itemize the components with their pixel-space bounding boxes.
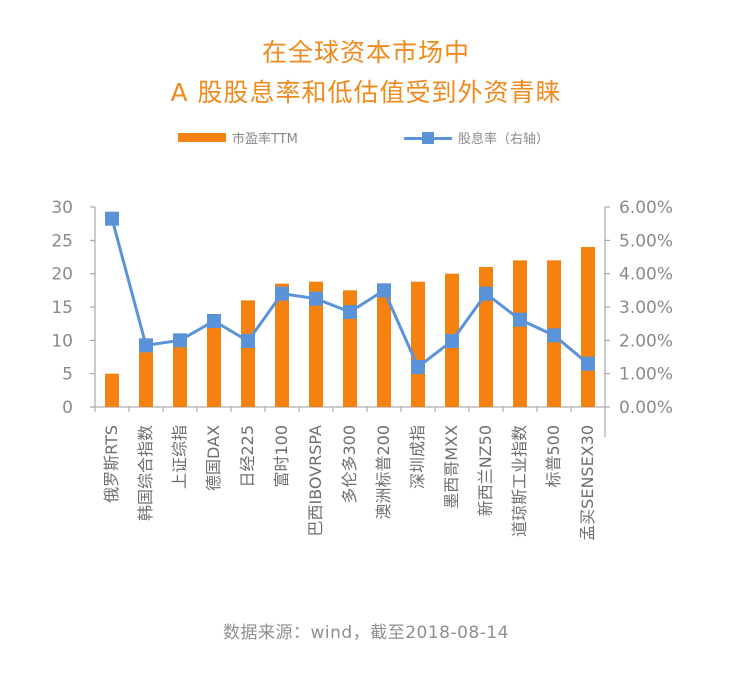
dividend-point bbox=[343, 305, 357, 319]
dividend-point bbox=[241, 334, 255, 348]
legend-line-swatch bbox=[404, 131, 452, 144]
legend-bar-swatch bbox=[178, 133, 226, 142]
dividend-point bbox=[411, 360, 425, 374]
bar-pe-ttm bbox=[411, 281, 425, 407]
left-tick-label: 25 bbox=[51, 231, 73, 251]
category-label: 上证综指 bbox=[170, 425, 189, 489]
category-label: 德国DAX bbox=[204, 425, 223, 491]
right-tick-label: 1.00% bbox=[619, 365, 673, 385]
category-label: 日经225 bbox=[238, 425, 257, 488]
dividend-point bbox=[377, 283, 391, 298]
dividend-point bbox=[207, 314, 221, 328]
right-tick-label: 5.00% bbox=[619, 231, 673, 251]
bar-pe-ttm bbox=[309, 281, 323, 407]
category-label: 韩国综合指数 bbox=[136, 425, 155, 521]
bar-pe-ttm bbox=[139, 340, 153, 407]
right-tick-label: 0.00% bbox=[619, 398, 673, 418]
category-label: 富时100 bbox=[272, 425, 291, 488]
bar-pe-ttm bbox=[377, 290, 391, 407]
legend-pe-label: 市盈率TTM bbox=[232, 132, 298, 147]
dividend-point bbox=[513, 312, 527, 327]
dividend-point bbox=[581, 356, 595, 371]
left-tick-label: 20 bbox=[51, 265, 73, 285]
left-tick-label: 5 bbox=[62, 365, 73, 385]
bar-pe-ttm bbox=[207, 320, 221, 407]
chart-title-line-1: 在全球资本市场中 bbox=[261, 38, 470, 67]
category-label: 澳洲标普200 bbox=[374, 425, 393, 520]
right-tick-label: 3.00% bbox=[619, 298, 673, 318]
dividend-point bbox=[479, 286, 493, 301]
category-label: 墨西哥MXX bbox=[442, 425, 461, 509]
category-label: 道琼斯工业指数 bbox=[510, 425, 529, 537]
dividend-point bbox=[275, 286, 289, 301]
bar-pe-ttm bbox=[343, 290, 357, 407]
bar-pe-ttm bbox=[275, 283, 289, 407]
legend-dividend-label: 股息率（右轴） bbox=[458, 132, 550, 147]
left-tick-label: 30 bbox=[51, 198, 73, 218]
bar-pe-ttm bbox=[479, 267, 493, 407]
left-tick-label: 10 bbox=[51, 331, 73, 351]
category-label: 巴西IBOVRSPA bbox=[306, 425, 325, 537]
dividend-point bbox=[173, 333, 187, 348]
right-tick-label: 2.00% bbox=[619, 331, 673, 351]
bar-pe-ttm bbox=[105, 373, 119, 407]
chart-title-line-2: A 股股息率和低估值受到外资青睐 bbox=[170, 78, 562, 107]
left-tick-label: 0 bbox=[62, 398, 73, 418]
dividend-point bbox=[445, 334, 459, 348]
bar-pe-ttm bbox=[173, 337, 187, 407]
right-tick-label: 4.00% bbox=[619, 265, 673, 285]
dividend-point bbox=[105, 211, 119, 226]
legend-item-dividend: 股息率（右轴） bbox=[404, 128, 549, 147]
dividend-point bbox=[139, 338, 153, 353]
category-label: 标普500 bbox=[544, 425, 563, 488]
category-label: 多伦多300 bbox=[340, 425, 359, 504]
category-label: 深圳成指 bbox=[408, 425, 427, 489]
dividend-point bbox=[547, 328, 561, 343]
legend-item-pe: 市盈率TTM bbox=[178, 128, 298, 147]
bar-pe-ttm bbox=[513, 260, 527, 407]
category-label: 孟买SENSEX30 bbox=[578, 425, 597, 541]
right-tick-label: 6.00% bbox=[619, 198, 673, 218]
dividend-point bbox=[309, 291, 323, 306]
bar-pe-ttm bbox=[581, 247, 595, 407]
category-label: 新西兰NZ50 bbox=[476, 425, 495, 516]
bar-pe-ttm bbox=[241, 300, 255, 407]
left-tick-label: 15 bbox=[51, 298, 73, 318]
data-source-note: 数据来源：wind，截至2018-08-14 bbox=[223, 623, 509, 643]
category-label: 俄罗斯RTS bbox=[102, 425, 121, 503]
